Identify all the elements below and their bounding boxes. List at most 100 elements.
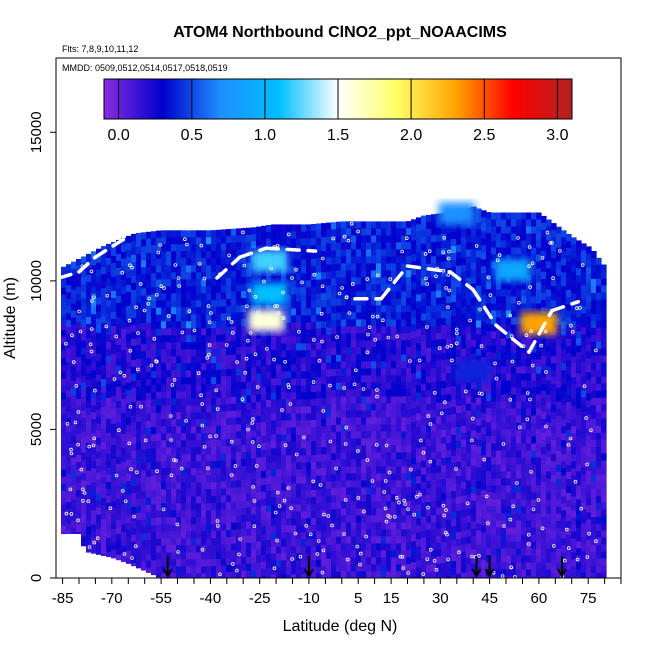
- heatmap-cell: [131, 506, 137, 515]
- heatmap-cell: [256, 331, 262, 340]
- heatmap-cell: [81, 403, 87, 412]
- heatmap-cell: [401, 305, 407, 313]
- heatmap-cell: [306, 280, 312, 288]
- heatmap-cell: [161, 573, 167, 578]
- heatmap-cell: [131, 555, 137, 564]
- heatmap-cell: [266, 225, 272, 233]
- heatmap-cell: [476, 537, 482, 546]
- heatmap-cell: [526, 499, 532, 508]
- heatmap-cell: [451, 302, 457, 310]
- heatmap-cell: [276, 546, 282, 554]
- heatmap-cell: [181, 391, 187, 399]
- heatmap-cell: [96, 381, 102, 390]
- heatmap-cell: [356, 235, 362, 243]
- heatmap-cell: [331, 257, 337, 265]
- heatmap-cell: [166, 524, 172, 532]
- heatmap-cell: [341, 424, 347, 432]
- heatmap-cell: [341, 312, 347, 320]
- heatmap-cell: [476, 341, 482, 350]
- heatmap-cell: [256, 240, 262, 249]
- heatmap-cell: [401, 291, 407, 299]
- heatmap-cell: [96, 388, 102, 397]
- heatmap-cell: [481, 455, 487, 463]
- heatmap-cell: [191, 237, 197, 245]
- heatmap-cell: [446, 240, 452, 248]
- heatmap-cell: [331, 544, 337, 552]
- heatmap-cell: [426, 382, 432, 391]
- heatmap-cell: [466, 417, 472, 426]
- heatmap-cell: [236, 417, 242, 425]
- heatmap-cell: [546, 520, 552, 529]
- heatmap-cell: [176, 356, 182, 364]
- heatmap-cell: [391, 438, 397, 446]
- heatmap-cell: [446, 464, 452, 472]
- heatmap-cell: [411, 282, 417, 290]
- heatmap-cell: [476, 565, 482, 574]
- heatmap-cell: [396, 445, 402, 453]
- heatmap-cell: [61, 490, 67, 499]
- heatmap-cell: [76, 392, 82, 400]
- heatmap-cell: [346, 466, 352, 474]
- heatmap-cell: [81, 459, 87, 468]
- heatmap-cell: [506, 352, 512, 361]
- heatmap-cell: [186, 475, 192, 483]
- heatmap-cell: [431, 326, 437, 334]
- heatmap-cell: [146, 294, 152, 303]
- heatmap-cell: [381, 424, 387, 432]
- heatmap-cell: [141, 519, 147, 527]
- heatmap-cell: [361, 333, 367, 341]
- heatmap-cell: [401, 270, 407, 278]
- heatmap-cell: [141, 337, 147, 345]
- heatmap-cell: [96, 416, 102, 425]
- heatmap-cell: [246, 262, 252, 271]
- heatmap-cell: [556, 324, 562, 333]
- heatmap-cell: [86, 540, 92, 549]
- heatmap-cell: [341, 403, 347, 411]
- heatmap-cell: [96, 360, 102, 369]
- heatmap-cell: [556, 443, 562, 452]
- heatmap-cell: [236, 529, 242, 537]
- heatmap-cell: [121, 286, 127, 295]
- heatmap-cell: [221, 362, 227, 370]
- heatmap-cell: [136, 561, 142, 569]
- heatmap-cell: [366, 487, 372, 495]
- heatmap-cell: [141, 554, 147, 562]
- heatmap-cell: [216, 488, 222, 497]
- heatmap-cell: [416, 399, 422, 407]
- heatmap-cell: [126, 557, 132, 564]
- heatmap-cell: [426, 368, 432, 377]
- heatmap-cell: [321, 335, 327, 343]
- heatmap-cell: [146, 406, 152, 415]
- heatmap-cell: [521, 226, 527, 235]
- heatmap-cell: [261, 442, 267, 451]
- heatmap-cell: [386, 270, 392, 278]
- heatmap-cell: [266, 575, 272, 578]
- heatmap-cell: [71, 352, 77, 361]
- heatmap-cell: [411, 506, 417, 514]
- heatmap-cell: [181, 517, 187, 525]
- heatmap-cell: [496, 520, 502, 529]
- heatmap-cell: [281, 483, 287, 491]
- heatmap-cell: [431, 319, 437, 327]
- heatmap-cell: [231, 263, 237, 272]
- heatmap-cell: [146, 546, 152, 555]
- heatmap-cell: [406, 452, 412, 460]
- heatmap-cell: [236, 382, 242, 390]
- heatmap-cell: [321, 293, 327, 301]
- heatmap-cell: [196, 468, 202, 476]
- heatmap-cell: [196, 524, 202, 532]
- heatmap-cell: [381, 340, 387, 348]
- heatmap-cell: [461, 404, 467, 413]
- heatmap-cell: [516, 457, 522, 466]
- heatmap-cell: [401, 256, 407, 264]
- heatmap-cell: [531, 443, 537, 452]
- heatmap-cell: [126, 319, 132, 328]
- heatmap-cell: [221, 551, 227, 559]
- heatmap-cell: [421, 285, 427, 294]
- heatmap-cell: [471, 304, 477, 313]
- heatmap-cell: [481, 483, 487, 491]
- heatmap-cell: [346, 424, 352, 432]
- heatmap-cell: [316, 377, 322, 386]
- heatmap-cell: [201, 405, 207, 413]
- heatmap-cell: [251, 241, 257, 249]
